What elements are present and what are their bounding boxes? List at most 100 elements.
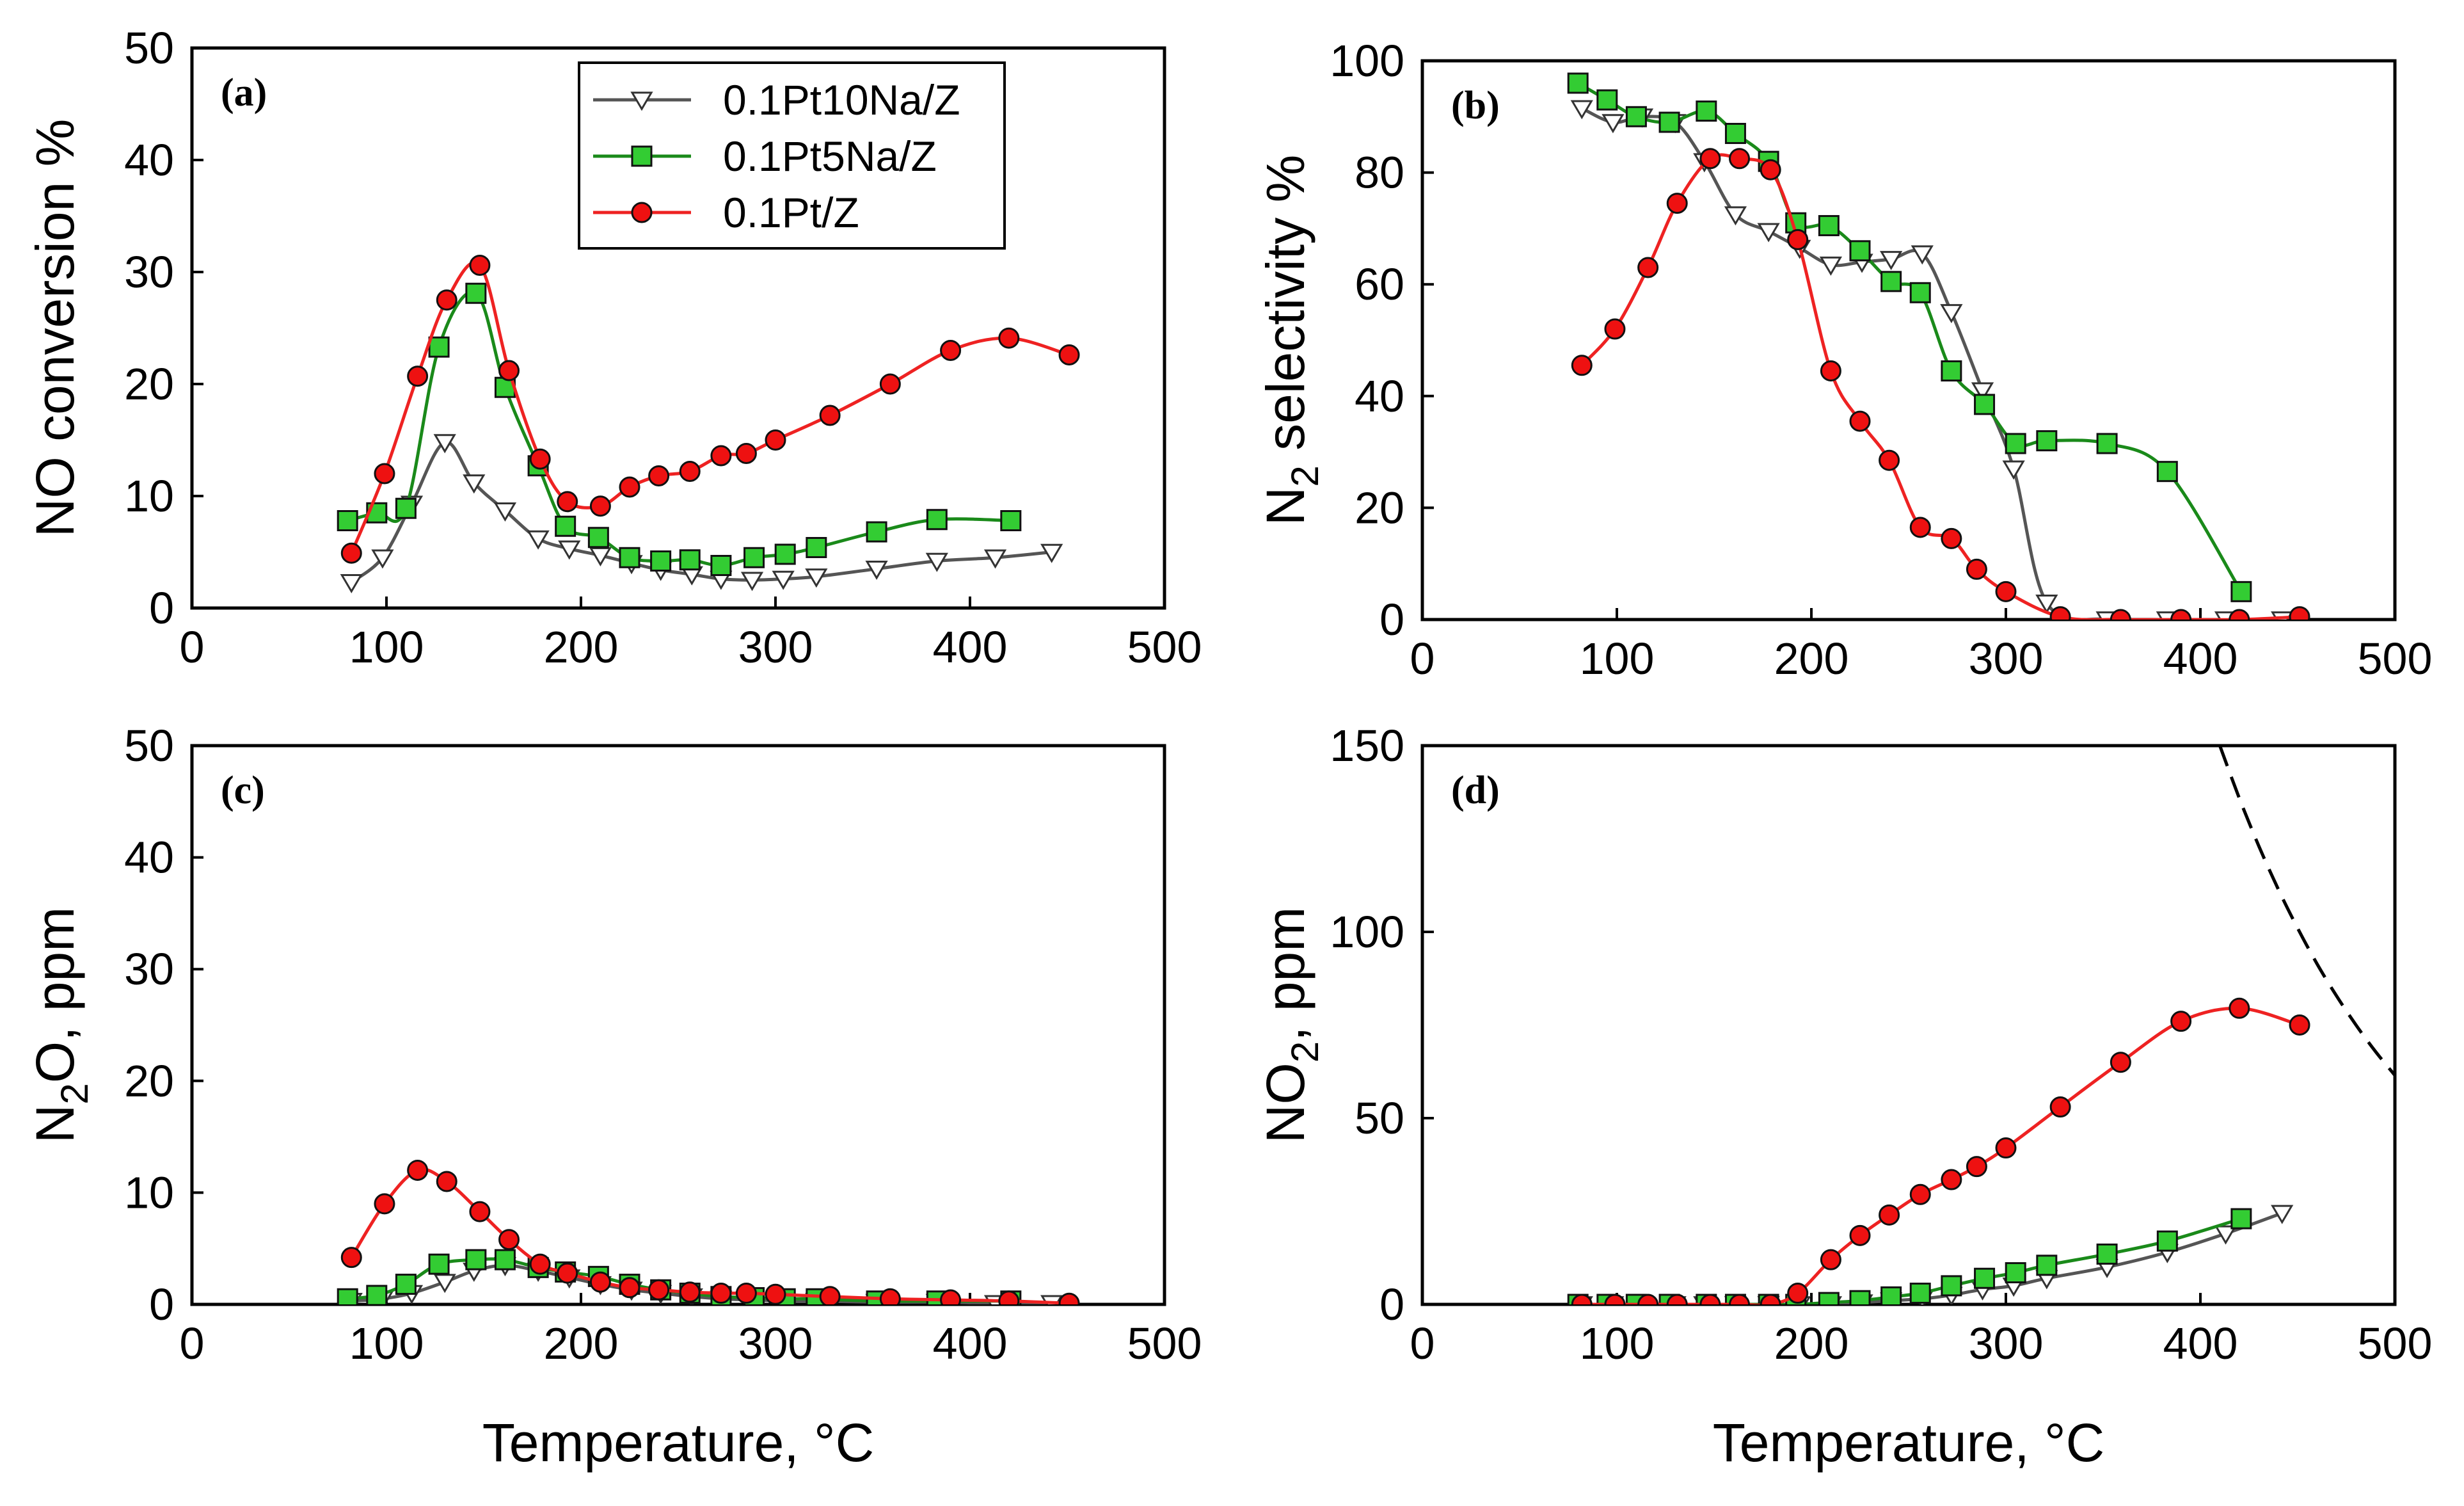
panel-b: 0 100 200 300 400 500 0 20 40 60 80 100 (b) N2 select… <box>1255 36 2432 684</box>
data-point <box>743 547 765 568</box>
data-point <box>1941 527 1962 549</box>
data-point <box>1625 106 1647 127</box>
data-point <box>1000 510 1022 531</box>
y-tick-label: 40 <box>124 833 174 883</box>
data-point <box>589 495 611 517</box>
legend-label: 0.1Pt/Z <box>723 189 859 236</box>
data-point <box>2229 997 2250 1019</box>
data-point <box>340 542 362 564</box>
data-point <box>395 1274 417 1295</box>
plot-frame <box>1420 59 2397 621</box>
data-point <box>1820 360 1841 382</box>
legend: 0.1Pt10Na/Z 0.1Pt5Na/Z 0.1Pt/Z <box>578 61 1006 250</box>
x-tick-label: 100 <box>349 622 424 672</box>
data-point <box>1787 228 1809 250</box>
data-point <box>710 445 732 467</box>
data-point <box>679 549 701 571</box>
data-point <box>395 497 417 519</box>
data-point <box>589 547 612 566</box>
data-point <box>1849 410 1871 432</box>
legend-label: 0.1Pt5Na/Z <box>723 132 937 180</box>
series-0-1pt-z <box>1571 148 2310 620</box>
data-point <box>1757 223 1780 243</box>
data-point <box>436 289 457 311</box>
x-tick-label: 0 <box>180 622 205 672</box>
data-point <box>2214 1225 2237 1245</box>
data-point <box>805 568 828 588</box>
data-point <box>498 1229 520 1251</box>
data-point <box>366 1285 388 1304</box>
data-point <box>1849 1224 1871 1246</box>
data-point <box>2005 433 2026 454</box>
data-point <box>1880 251 1903 271</box>
data-point <box>1820 1249 1841 1270</box>
data-point <box>2049 606 2071 620</box>
data-point <box>1570 100 1593 120</box>
series-line <box>350 1167 1070 1304</box>
data-point <box>1941 1169 1962 1190</box>
x-tick-label: 300 <box>738 622 813 672</box>
x-tick-label: 200 <box>1774 634 1849 684</box>
data-point <box>619 1277 640 1299</box>
data-point <box>648 465 670 486</box>
data-point <box>1787 1283 1809 1304</box>
data-point <box>469 255 491 276</box>
data-point <box>1658 111 1680 133</box>
data-point <box>2005 1262 2026 1284</box>
data-point <box>983 549 1007 569</box>
data-point <box>806 537 827 558</box>
plot-frame <box>190 744 1166 1306</box>
plot-frame <box>190 46 1166 610</box>
legend-marker <box>631 202 653 223</box>
series-line <box>1578 1217 2242 1304</box>
data-point <box>619 547 640 568</box>
plot-area <box>337 255 1080 593</box>
y-axis-title-subscript: 2 <box>1284 1041 1326 1062</box>
data-point <box>1941 360 1962 382</box>
series-0-1pt5na-z <box>337 282 1022 576</box>
data-point <box>866 521 887 543</box>
data-point <box>1880 1286 1902 1304</box>
x-tick-label: 300 <box>1969 1318 2044 1368</box>
series-0-1pt10na-z <box>1570 100 2294 620</box>
x-tick-label: 300 <box>738 1318 813 1368</box>
data-point <box>2170 609 2192 620</box>
data-point <box>1995 581 2017 602</box>
data-point <box>1760 159 1781 180</box>
data-point <box>558 540 581 560</box>
y-tick-label: 50 <box>124 23 174 73</box>
data-point <box>2096 433 2118 454</box>
data-point <box>1058 1292 1080 1304</box>
data-point <box>469 1201 491 1222</box>
data-point <box>493 502 517 522</box>
data-point <box>1666 1294 1688 1304</box>
y-tick-label: 150 <box>1330 721 1404 771</box>
y-axis-title: N2O, ppm <box>25 907 96 1143</box>
data-point <box>557 491 578 513</box>
y-tick-label: 40 <box>124 135 174 185</box>
x-tick-label: 100 <box>1580 634 1655 684</box>
data-point <box>679 461 701 482</box>
y-axis-title-main: NO <box>1255 1062 1315 1143</box>
data-point <box>765 1283 786 1304</box>
y-axis-title-main: N <box>1255 487 1315 526</box>
data-point <box>1604 1294 1626 1304</box>
data-point <box>1909 517 1931 538</box>
data-point <box>1567 72 1589 94</box>
y-axis-title-subscript: 2 <box>53 1083 96 1104</box>
data-point <box>1879 449 1900 471</box>
series-0-1pt-z <box>1571 997 2310 1304</box>
data-point <box>1040 543 1063 563</box>
data-point <box>1971 382 1994 402</box>
panel-a: 0 100 200 300 400 500 0 10 20 30 40 50 (a) NO convers… <box>25 23 1202 672</box>
y-tick-label: 100 <box>1330 36 1404 86</box>
y-tick-label: 20 <box>124 1056 174 1106</box>
data-point <box>1974 394 1996 415</box>
data-point <box>465 282 487 304</box>
panel-c: 0 100 200 300 400 500 0 10 20 30 40 50 (c) N2O, ppm Te… <box>25 721 1202 1473</box>
data-point <box>1911 245 1934 265</box>
data-point <box>555 515 576 537</box>
data-point <box>465 1249 487 1270</box>
x-tick-label: 200 <box>544 1318 619 1368</box>
data-point <box>428 1253 450 1275</box>
